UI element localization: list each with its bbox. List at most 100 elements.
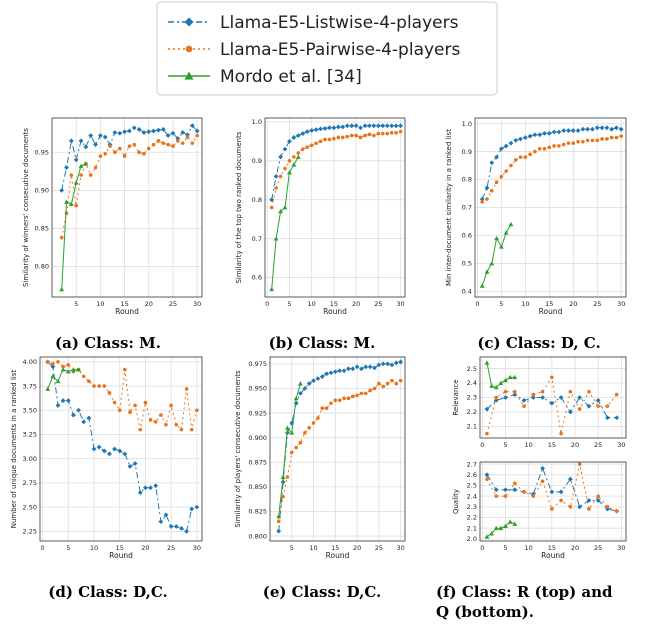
data-point-1-27: [389, 130, 394, 135]
series-line-0: [61, 124, 198, 191]
data-point-1-26: [385, 131, 390, 136]
data-point-1-9: [568, 389, 573, 394]
data-point-0-1: [273, 173, 279, 179]
data-point-1-3: [74, 203, 78, 208]
data-point-1-11: [587, 389, 591, 394]
y-tick-label-3: 0.9: [252, 157, 262, 165]
data-point-1-19: [359, 391, 364, 396]
plot-frame: [479, 356, 627, 439]
data-point-1-26: [605, 137, 609, 141]
series-line-2: [278, 383, 301, 517]
data-point-1-25: [180, 141, 185, 145]
data-point-1-6: [509, 163, 513, 168]
data-point-1-11: [533, 149, 537, 154]
x-tick-label-0: 0: [41, 544, 45, 552]
data-point-0-20: [575, 128, 581, 133]
chart-f-bottom: 0 5 10 15 20 25 30 2.0 2.1 2.2 2.3 2.4 2.5 2.6 2.7 Roun…: [452, 460, 627, 560]
data-point-2-3: [73, 180, 79, 185]
data-point-0-24: [380, 361, 386, 367]
data-point-0-21: [580, 126, 586, 132]
data-point-1-27: [190, 141, 195, 145]
data-point-0-2: [503, 395, 508, 400]
data-point-0-0: [484, 406, 490, 412]
data-point-0-6: [540, 395, 545, 400]
data-point-2-0: [45, 386, 51, 391]
data-point-1-20: [358, 135, 363, 140]
data-point-0-4: [287, 138, 292, 144]
y-tick-label-4: 2.4: [467, 492, 477, 500]
y-tick-label-7: 4.00: [23, 358, 37, 366]
data-point-0-27: [609, 126, 615, 132]
y-tick-label-5: 0.925: [248, 409, 267, 417]
data-point-1-14: [332, 136, 336, 141]
chart-e: 5 10 15 20 25 30 0.800 0.825 0.850 0.875 0.900 0.92…: [234, 356, 406, 560]
data-point-1-22: [585, 138, 590, 143]
data-point-0-29: [194, 504, 200, 510]
data-point-1-21: [363, 133, 367, 138]
data-point-1-23: [171, 144, 175, 148]
data-point-0-3: [60, 398, 66, 403]
data-point-0-9: [567, 409, 573, 415]
data-point-0-12: [322, 126, 328, 131]
data-point-1-11: [102, 384, 107, 388]
data-point-2-4: [287, 170, 292, 175]
chart-c: 0 5 10 15 20 25 30 0.4 0.5 0.6 0.7 0.8 0.9 1.0 Round Mi…: [445, 117, 627, 316]
data-point-1-6: [296, 151, 301, 155]
data-point-1-11: [324, 406, 329, 410]
data-point-1-28: [394, 130, 398, 135]
y-tick-label-1: 0.825: [248, 508, 267, 516]
data-point-1-5: [292, 155, 296, 159]
data-point-0-8: [304, 129, 310, 135]
data-point-0-5: [291, 135, 297, 140]
data-point-1-0: [485, 431, 489, 436]
y-tick-label-1: 2.1: [467, 524, 477, 532]
x-tick-label-0: 0: [265, 300, 269, 308]
y-tick-label-6: 3.75: [23, 382, 37, 390]
data-point-0-13: [542, 130, 547, 136]
data-point-0-10: [577, 395, 583, 400]
data-point-1-29: [195, 408, 199, 413]
y-tick-label-2: 0.850: [248, 483, 267, 491]
data-point-0-14: [117, 448, 123, 454]
data-point-0-17: [132, 461, 138, 466]
data-point-0-23: [371, 123, 377, 129]
data-point-0-7: [549, 400, 555, 406]
data-point-2-3: [498, 380, 504, 385]
data-point-2-2: [68, 201, 74, 206]
data-point-0-13: [605, 415, 610, 421]
data-point-0-20: [363, 364, 369, 370]
x-tick-label-1: 5: [287, 300, 291, 308]
x-tick-label-4: 20: [141, 544, 149, 552]
data-point-0-0: [479, 196, 485, 202]
y-axis-label: Number of unique documents in a ranked l…: [10, 369, 18, 528]
data-point-2-6: [512, 374, 518, 380]
data-point-2-1: [273, 236, 279, 241]
data-point-0-21: [367, 364, 373, 370]
data-point-0-9: [102, 134, 108, 140]
data-point-0-19: [570, 128, 576, 133]
data-point-0-28: [393, 123, 399, 129]
data-point-0-2: [489, 160, 495, 166]
data-point-1-10: [577, 407, 582, 411]
data-point-1-24: [595, 138, 600, 143]
data-point-2-5: [291, 162, 297, 167]
data-point-1-26: [185, 135, 190, 139]
x-tick-label-3: 15: [545, 300, 553, 308]
data-point-2-4: [498, 244, 504, 249]
data-point-0-17: [350, 366, 356, 372]
data-point-1-16: [557, 144, 561, 148]
data-point-0-27: [189, 123, 195, 129]
data-point-1-27: [184, 387, 189, 391]
x-tick-label-0: 0: [480, 441, 484, 449]
data-point-0-18: [146, 129, 152, 135]
y-tick-label-7: 2.7: [467, 460, 477, 468]
x-tick-label-1: 5: [503, 544, 507, 552]
data-point-0-23: [163, 512, 169, 518]
data-point-0-12: [117, 130, 123, 136]
y-tick-label-3: 0.875: [248, 458, 267, 466]
data-point-0-9: [522, 135, 528, 140]
data-point-1-26: [179, 427, 184, 432]
y-tick-label-4: 1.0: [252, 118, 262, 126]
data-point-1-10: [314, 141, 318, 146]
